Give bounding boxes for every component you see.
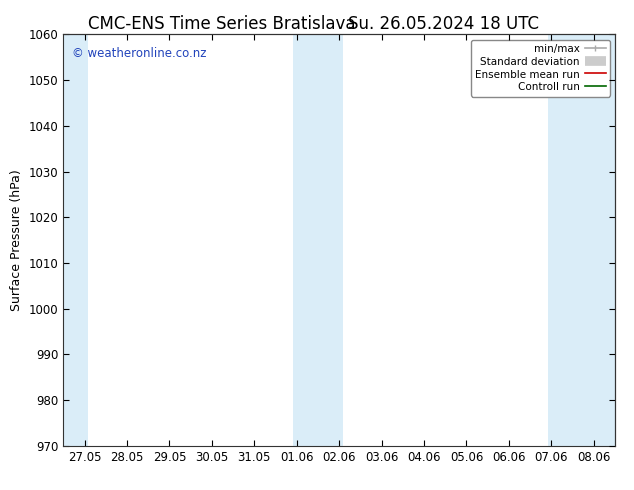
Bar xyxy=(63,34,88,446)
Y-axis label: Surface Pressure (hPa): Surface Pressure (hPa) xyxy=(10,169,23,311)
Text: Su. 26.05.2024 18 UTC: Su. 26.05.2024 18 UTC xyxy=(348,15,540,33)
Legend: min/max, Standard deviation, Ensemble mean run, Controll run: min/max, Standard deviation, Ensemble me… xyxy=(470,40,610,97)
Bar xyxy=(548,34,615,446)
Text: © weatheronline.co.nz: © weatheronline.co.nz xyxy=(72,47,206,60)
Text: CMC-ENS Time Series Bratislava: CMC-ENS Time Series Bratislava xyxy=(88,15,356,33)
Bar xyxy=(294,34,342,446)
